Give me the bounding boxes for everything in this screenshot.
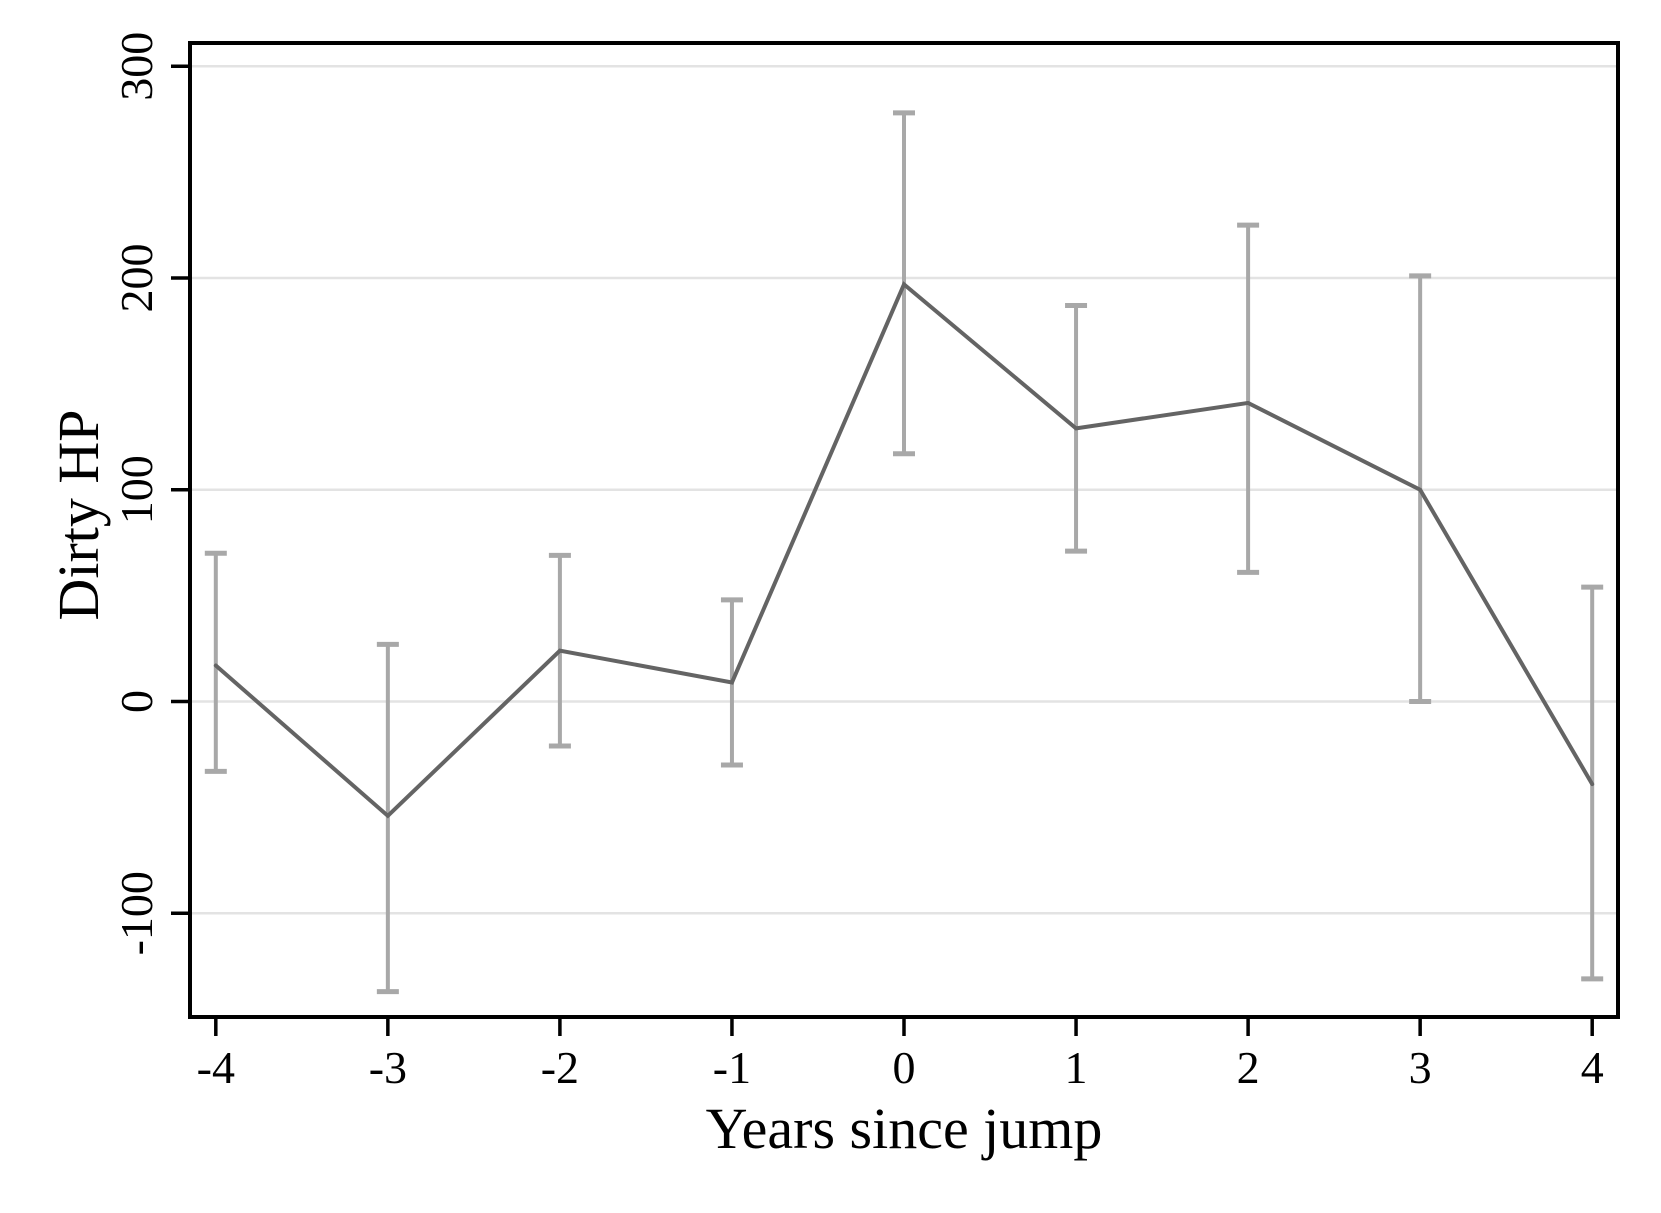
estimate-line [213, 281, 1595, 819]
x-tick-label: -3 [369, 1042, 407, 1093]
axis-ticks [171, 64, 1594, 1036]
y-tick-label: 200 [111, 244, 162, 313]
x-tick-label: 1 [1065, 1042, 1088, 1093]
x-tick-label: -4 [197, 1042, 235, 1093]
y-tick-label: 300 [111, 32, 162, 101]
x-tick-label: 2 [1237, 1042, 1260, 1093]
x-axis-title: Years since jump [706, 1096, 1103, 1161]
x-tick-label: 0 [893, 1042, 916, 1093]
x-tick-label: 3 [1409, 1042, 1432, 1093]
y-tick-label: -100 [111, 871, 162, 955]
x-tick-label: -1 [713, 1042, 751, 1093]
y-tick-label: 100 [111, 455, 162, 524]
y-tick-label: 0 [111, 690, 162, 713]
data-line [213, 281, 1595, 819]
y-axis-title: Dirty HP [46, 409, 111, 620]
tick-labels: -100 0 100 200 300 -4 -3 -2 -1 0 1 2 3 4 [111, 32, 1604, 1093]
x-tick-label: -2 [541, 1042, 579, 1093]
x-tick-label: 4 [1581, 1042, 1604, 1093]
error-bars [204, 110, 1604, 995]
gridlines [190, 65, 1618, 915]
